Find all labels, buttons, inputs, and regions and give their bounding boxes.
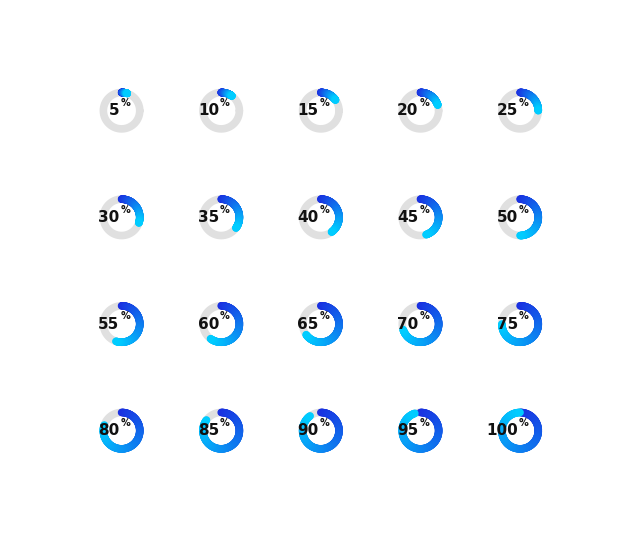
Text: %: % <box>220 418 230 428</box>
Text: %: % <box>220 98 230 108</box>
Text: 95: 95 <box>397 423 418 438</box>
Text: %: % <box>120 205 130 215</box>
Text: 75: 75 <box>496 317 518 331</box>
Text: 20: 20 <box>397 103 418 118</box>
Text: %: % <box>319 418 329 428</box>
Text: 70: 70 <box>397 317 418 331</box>
Text: %: % <box>419 311 429 322</box>
Text: 45: 45 <box>397 210 418 225</box>
Text: 80: 80 <box>98 423 120 438</box>
Text: %: % <box>319 98 329 108</box>
Text: %: % <box>519 98 528 108</box>
Text: 100: 100 <box>486 423 518 438</box>
Text: %: % <box>519 311 528 322</box>
Text: %: % <box>319 311 329 322</box>
Text: 5: 5 <box>109 103 120 118</box>
Text: %: % <box>319 205 329 215</box>
Text: 30: 30 <box>98 210 120 225</box>
Text: %: % <box>419 418 429 428</box>
Text: 90: 90 <box>297 423 319 438</box>
Text: %: % <box>120 311 130 322</box>
Text: %: % <box>220 311 230 322</box>
Text: %: % <box>120 418 130 428</box>
Text: %: % <box>220 205 230 215</box>
Text: 50: 50 <box>496 210 518 225</box>
Text: 55: 55 <box>98 317 120 331</box>
Text: 85: 85 <box>198 423 219 438</box>
Text: 65: 65 <box>297 317 319 331</box>
Text: %: % <box>419 98 429 108</box>
Text: 35: 35 <box>198 210 219 225</box>
Text: %: % <box>419 205 429 215</box>
Text: %: % <box>519 205 528 215</box>
Text: 15: 15 <box>297 103 319 118</box>
Text: 25: 25 <box>496 103 518 118</box>
Text: %: % <box>519 418 528 428</box>
Text: %: % <box>120 98 130 108</box>
Text: 60: 60 <box>198 317 219 331</box>
Text: 40: 40 <box>297 210 319 225</box>
Text: 10: 10 <box>198 103 219 118</box>
